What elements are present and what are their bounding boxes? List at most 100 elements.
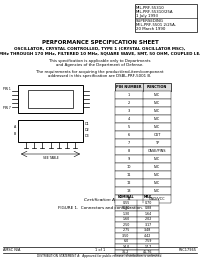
- Bar: [135, 4, 197, 32]
- Text: 6: 6: [128, 133, 130, 137]
- Text: N/C: N/C: [154, 165, 160, 169]
- Text: FIGURE 1.  Connectors and configuration.: FIGURE 1. Connectors and configuration.: [58, 206, 142, 210]
- Text: 17.7: 17.7: [144, 245, 152, 249]
- Bar: [18, 85, 83, 113]
- Text: 9: 9: [128, 157, 130, 161]
- Text: 12: 12: [127, 181, 131, 185]
- Text: A: A: [14, 125, 16, 129]
- Text: N/C: N/C: [154, 125, 160, 129]
- Text: OUT: OUT: [153, 133, 161, 137]
- Text: 3.48: 3.48: [144, 228, 152, 232]
- Text: PIN NUMBER: PIN NUMBER: [116, 85, 142, 89]
- Text: 0.70: 0.70: [144, 201, 152, 205]
- Text: 3: 3: [128, 109, 130, 113]
- Text: 0.88: 0.88: [144, 206, 152, 210]
- Text: 6.0: 6.0: [123, 239, 129, 243]
- Bar: [115, 200, 159, 205]
- Text: 7.59: 7.59: [144, 239, 152, 243]
- Bar: [18, 120, 83, 142]
- Text: N/C: N/C: [154, 109, 160, 113]
- Bar: [115, 83, 171, 91]
- Text: 10: 10: [127, 165, 131, 169]
- Text: FSC17965: FSC17965: [179, 248, 197, 252]
- Text: 14: 14: [127, 197, 131, 201]
- Text: PERFORMANCE SPECIFICATION SHEET: PERFORMANCE SPECIFICATION SHEET: [42, 40, 158, 45]
- Text: 13: 13: [127, 189, 131, 193]
- Text: OSCILLATOR, CRYSTAL CONTROLLED, TYPE 1 (CRYSTAL OSCILLATOR MSC),: OSCILLATOR, CRYSTAL CONTROLLED, TYPE 1 (…: [14, 47, 186, 51]
- Text: FUNCTION: FUNCTION: [147, 85, 167, 89]
- Bar: [115, 187, 171, 195]
- Bar: [115, 195, 171, 203]
- Text: and Agencies of the Department of Defense.: and Agencies of the Department of Defens…: [56, 63, 144, 67]
- Text: N/C: N/C: [154, 189, 160, 193]
- Bar: [115, 123, 171, 131]
- Bar: [28, 90, 73, 108]
- Bar: [115, 205, 159, 211]
- Text: N/C: N/C: [154, 117, 160, 121]
- Bar: [115, 163, 171, 171]
- Text: 20 March 1990: 20 March 1990: [136, 27, 165, 31]
- Text: NOMINAL: NOMINAL: [118, 195, 134, 199]
- Bar: [115, 222, 159, 228]
- Text: 11: 11: [127, 173, 131, 177]
- Text: 0.70: 0.70: [122, 206, 130, 210]
- Bar: [115, 228, 159, 233]
- Text: 2.02: 2.02: [144, 217, 152, 221]
- Text: 1.64: 1.64: [144, 212, 152, 216]
- Text: SEE TABLE: SEE TABLE: [43, 156, 58, 160]
- Text: This specification is applicable only to Departments: This specification is applicable only to…: [49, 59, 151, 63]
- Bar: [115, 171, 171, 179]
- Bar: [115, 217, 159, 222]
- Bar: [115, 107, 171, 115]
- Text: MIL-PRF-5501 2/25A-: MIL-PRF-5501 2/25A-: [136, 23, 176, 27]
- Bar: [115, 115, 171, 123]
- Bar: [115, 131, 171, 139]
- Bar: [115, 211, 159, 217]
- Text: SUPERSEDING: SUPERSEDING: [136, 19, 164, 23]
- Bar: [115, 179, 171, 187]
- Text: 2.50: 2.50: [122, 223, 130, 227]
- Text: 5: 5: [128, 125, 130, 129]
- Text: 2: 2: [128, 101, 130, 105]
- Bar: [115, 238, 159, 244]
- Bar: [115, 99, 171, 107]
- Text: Certification A: Certification A: [84, 198, 116, 202]
- Text: D3: D3: [85, 134, 90, 138]
- Text: N/C: N/C: [154, 173, 160, 177]
- Text: 3.17: 3.17: [144, 223, 152, 227]
- Text: TP: TP: [155, 141, 159, 145]
- Bar: [115, 147, 171, 155]
- Bar: [115, 250, 159, 255]
- Bar: [115, 233, 159, 238]
- Text: MAX: MAX: [144, 195, 152, 199]
- Text: 1 July 1993: 1 July 1993: [136, 14, 158, 18]
- Text: B: B: [14, 132, 16, 136]
- Text: 1.30: 1.30: [122, 212, 130, 216]
- Text: AMSC N/A: AMSC N/A: [3, 248, 20, 252]
- Text: 3.50: 3.50: [122, 234, 130, 238]
- Text: 4: 4: [128, 117, 130, 121]
- Text: 1 of 1: 1 of 1: [95, 248, 105, 252]
- Bar: [115, 139, 171, 147]
- Text: DISTRIBUTION STATEMENT A:  Approved for public release; distribution is unlimite: DISTRIBUTION STATEMENT A: Approved for p…: [37, 254, 163, 258]
- Text: N/C: N/C: [154, 93, 160, 97]
- Text: 8: 8: [128, 149, 130, 153]
- Text: N/C: N/C: [154, 181, 160, 185]
- Text: PIN 1: PIN 1: [3, 87, 11, 91]
- Bar: [115, 155, 171, 163]
- Text: addressed in this specification are DSBL-PRF-5001 B.: addressed in this specification are DSBL…: [48, 74, 152, 78]
- Bar: [115, 244, 159, 250]
- Text: D1: D1: [85, 122, 90, 126]
- Text: 25 MHz THROUGH 170 MHz, FILTERED 10 MHz, SQUARE WAVE, SMT, 50 OHM, COUPLED LEADS: 25 MHz THROUGH 170 MHz, FILTERED 10 MHz,…: [0, 51, 200, 55]
- Text: MIL-PRF-55310: MIL-PRF-55310: [136, 6, 165, 10]
- Text: 0.55: 0.55: [122, 201, 130, 205]
- Text: The requirements for acquiring the product/end-item/component: The requirements for acquiring the produ…: [36, 70, 164, 74]
- Text: CASE/PINS: CASE/PINS: [148, 149, 166, 153]
- Text: 4.42: 4.42: [144, 234, 152, 238]
- Text: 36.2: 36.2: [122, 250, 130, 254]
- Text: D2: D2: [85, 128, 90, 132]
- Text: 1: 1: [128, 93, 130, 97]
- Text: 14.0: 14.0: [122, 245, 130, 249]
- Text: 45.76: 45.76: [143, 250, 153, 254]
- Text: 1.60: 1.60: [122, 217, 130, 221]
